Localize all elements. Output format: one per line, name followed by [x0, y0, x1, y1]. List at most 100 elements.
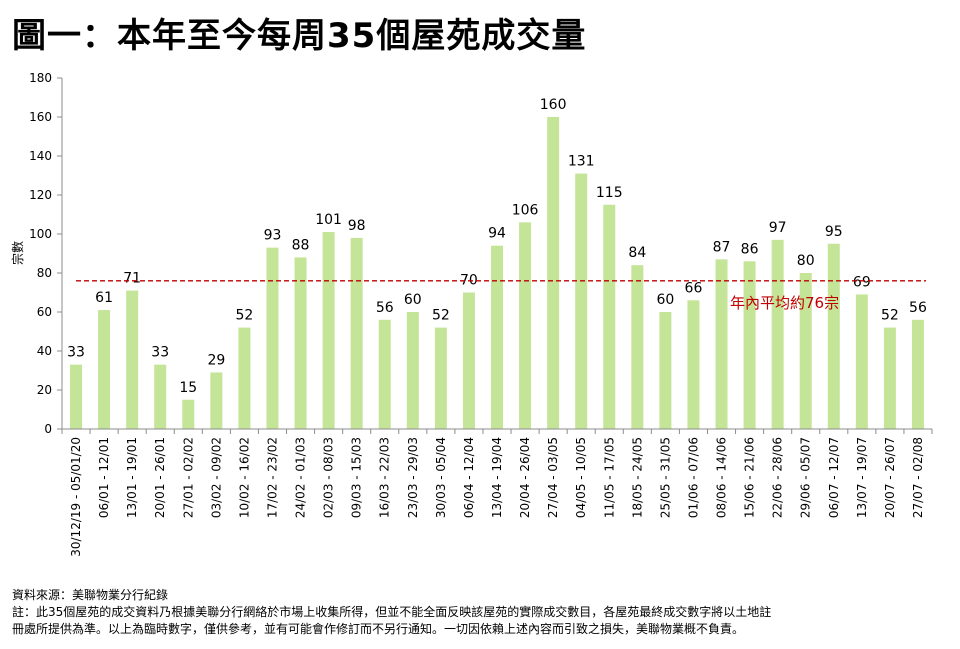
bar [350, 237, 363, 429]
average-line-group: 年內平均約76宗 [76, 280, 926, 312]
x-tick-label: 13/04 - 19/04 [490, 437, 504, 518]
x-tick-label: 20/04 - 26/04 [518, 437, 532, 518]
bar [799, 273, 812, 429]
y-axis-label: 宗數 [10, 241, 25, 265]
bar [743, 261, 756, 429]
x-tick-label: 09/03 - 15/03 [350, 437, 364, 518]
bar [322, 232, 335, 429]
bar [519, 222, 532, 429]
bar [98, 310, 111, 429]
data-label: 69 [853, 274, 871, 290]
bar [491, 245, 503, 429]
data-label: 86 [741, 241, 759, 257]
data-label: 56 [376, 300, 394, 316]
x-tick-label: 06/04 - 12/04 [462, 437, 476, 518]
x-tick-label: 22/06 - 28/06 [771, 437, 785, 518]
data-label: 106 [512, 202, 539, 218]
y-tick-label: 80 [37, 266, 52, 280]
data-label: 93 [264, 228, 282, 244]
x-tick-label: 13/01 - 19/01 [125, 437, 139, 518]
x-tick-label: 01/06 - 07/06 [686, 437, 700, 518]
bar [771, 239, 784, 429]
data-label: 52 [236, 308, 254, 324]
bar [210, 372, 223, 429]
bar [827, 243, 840, 429]
data-label: 95 [825, 224, 843, 240]
data-label: 97 [769, 220, 787, 236]
y-tick-label: 20 [37, 383, 52, 397]
bar [659, 312, 672, 429]
data-label: 98 [348, 218, 366, 234]
data-label: 33 [67, 345, 85, 361]
bar [883, 327, 896, 429]
data-label: 71 [123, 271, 141, 287]
x-tick-label: 25/05 - 31/05 [658, 437, 672, 518]
bar [182, 399, 195, 429]
bar [603, 204, 616, 429]
data-label: 84 [628, 245, 646, 261]
data-label: 61 [95, 290, 113, 306]
x-tick-label: 27/07 - 02/08 [911, 437, 925, 518]
bar [547, 117, 560, 429]
data-label: 88 [292, 237, 310, 253]
x-tick-label: 27/04 - 03/05 [546, 437, 560, 518]
data-label: 115 [596, 185, 623, 201]
data-label: 131 [568, 154, 595, 170]
bar [126, 290, 139, 429]
bar [238, 327, 251, 429]
y-tick-label: 140 [29, 149, 52, 163]
data-label: 80 [797, 253, 815, 269]
bar [406, 312, 419, 429]
average-line-label: 年內平均約76宗 [730, 294, 839, 312]
bar [631, 265, 644, 429]
disclaimer-line-2: 冊處所提供為準。以上為臨時數字，僅供參考，並有可能會作修訂而不另行通知。一切因依… [12, 622, 745, 636]
x-tick-label: 17/02 - 23/02 [265, 437, 279, 518]
bar [294, 257, 307, 429]
data-label: 66 [685, 280, 703, 296]
data-label: 29 [207, 352, 225, 368]
x-tick-label: 06/07 - 12/07 [827, 437, 841, 518]
source-note: 資料來源：美聯物業分行紀錄 [12, 588, 169, 602]
data-label: 160 [540, 97, 567, 113]
bar [855, 294, 868, 429]
y-tick-label: 40 [37, 344, 52, 358]
data-label: 60 [404, 292, 422, 308]
x-tick-label: 30/03 - 05/04 [434, 437, 448, 518]
y-tick-label: 180 [29, 71, 52, 85]
x-tick-label: 30/12/19 - 05/01/20 [69, 437, 83, 557]
y-tick-label: 120 [29, 188, 52, 202]
x-tick-label: 08/06 - 14/06 [715, 437, 729, 518]
bar [266, 247, 279, 429]
data-label: 94 [488, 226, 506, 242]
bar [911, 319, 924, 429]
x-tick-label: 27/01 - 02/02 [181, 437, 195, 518]
bar-chart: 0 20 40 60 80 100 120 140 160 180 33 61 71 33 15 29 52 9… [10, 71, 933, 557]
disclaimer-line-1: 註：此35個屋苑的成交資料乃根據美聯分行網絡於市場上收集所得，但並不能全面反映該… [12, 605, 772, 619]
x-tick-label: 20/07 - 26/07 [883, 437, 897, 518]
x-tick-label: 23/03 - 29/03 [406, 437, 420, 518]
y-tick-label: 60 [37, 305, 52, 319]
bar [378, 319, 391, 429]
x-tick-label: 29/06 - 05/07 [799, 437, 813, 518]
data-label: 87 [713, 239, 731, 255]
y-tick-label: 0 [44, 422, 52, 436]
chart-title: 圖一：本年至今每周35個屋苑成交量 [12, 16, 587, 56]
x-tick-label: 03/02 - 09/02 [209, 437, 223, 518]
data-label: 56 [909, 300, 927, 316]
bar [687, 300, 700, 429]
data-label: 60 [656, 292, 674, 308]
x-tick-label: 04/05 - 10/05 [574, 437, 588, 518]
x-axis: 30/12/19 - 05/01/20 06/01 - 12/01 13/01 - … [61, 428, 933, 557]
data-label: 15 [179, 380, 197, 396]
bar [462, 292, 475, 429]
y-tick-label: 100 [29, 227, 52, 241]
y-axis: 0 20 40 60 80 100 120 140 160 180 [29, 71, 63, 436]
data-label: 52 [432, 308, 450, 324]
x-tick-label: 10/02 - 16/02 [237, 437, 251, 518]
data-label: 33 [151, 345, 169, 361]
bar [154, 364, 167, 429]
bar [70, 364, 83, 429]
x-tick-label: 15/06 - 21/06 [743, 437, 757, 518]
x-tick-label: 06/01 - 12/01 [97, 437, 111, 518]
